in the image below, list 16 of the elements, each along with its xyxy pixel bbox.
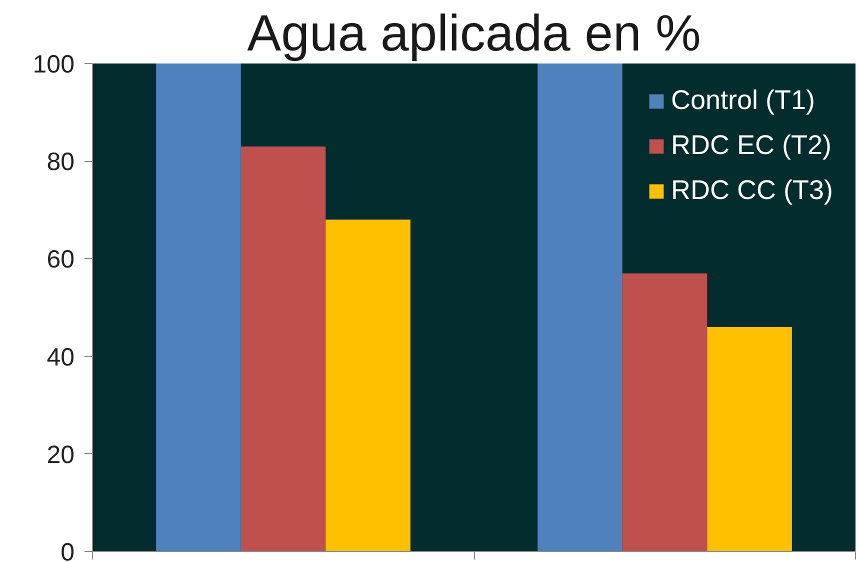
bar — [156, 64, 241, 552]
y-tick-label: 20 — [46, 440, 75, 469]
bar — [622, 273, 708, 552]
bar — [326, 220, 410, 552]
bar — [707, 327, 792, 552]
y-tick-label: 60 — [46, 246, 75, 274]
bar — [538, 64, 622, 552]
chart-title: Agua aplicada en % — [247, 4, 701, 62]
legend-label: RDC EC (T2) — [671, 130, 832, 161]
y-tick-label: 0 — [60, 538, 74, 563]
y-tick-label: 40 — [46, 343, 75, 372]
y-tick-label: 100 — [32, 50, 75, 78]
legend-label: RDC CC (T3) — [671, 175, 833, 206]
y-tick-label: 80 — [46, 148, 75, 176]
bar — [240, 146, 326, 552]
legend-label: Control (T1) — [671, 85, 816, 116]
